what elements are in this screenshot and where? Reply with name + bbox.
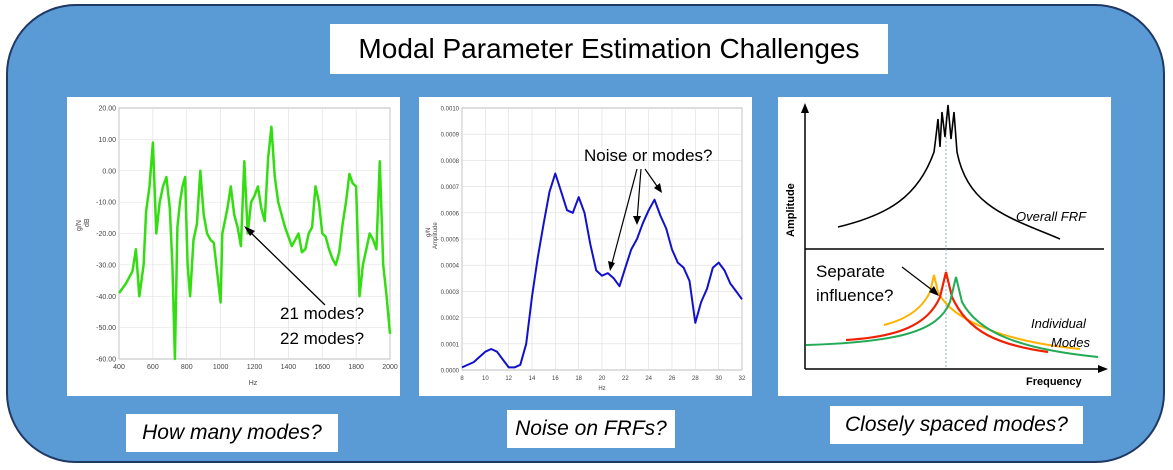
caption-noise: Noise on FRFs? — [515, 417, 667, 440]
annotation-21-modes: 21 modes? — [280, 304, 364, 323]
y-tick-label: -60.00 — [96, 357, 116, 364]
y-axis-arrow — [801, 103, 809, 113]
panel-mode-count: 20.00 10.00 0.00 -10.00 -20.00 -30.00 -40.00 -5… — [67, 97, 400, 396]
y-tick-label: 0.0010 — [441, 107, 460, 113]
noise-chart: 0.0010 0.0009 0.0008 0.0007 0.0006 0.0005 0.00… — [426, 107, 746, 393]
x-axis-label: Frequency — [1026, 376, 1083, 388]
separate-arrow — [901, 266, 937, 294]
x-unit-label: Hz — [249, 380, 258, 387]
x-tick-label: 1200 — [247, 364, 263, 371]
annotation-arrow — [246, 228, 326, 306]
mode-3-curve — [805, 276, 1099, 358]
arrow-head-3 — [654, 183, 662, 193]
annotation-arrows — [610, 168, 660, 268]
y-tick-label: -50.00 — [96, 325, 116, 332]
y-unit-label: g/N — [426, 228, 432, 237]
grid — [461, 107, 743, 371]
overall-frf-curve — [837, 104, 1061, 240]
x-tick-label: 1400 — [281, 364, 297, 371]
frf-curve — [461, 172, 743, 369]
y-tick-label: 20.00 — [98, 106, 116, 113]
y-tick-label: -10.00 — [96, 200, 116, 207]
x-tick-label: 600 — [147, 364, 159, 371]
mode-count-chart: 20.00 10.00 0.00 -10.00 -20.00 -30.00 -40.00 -5… — [76, 106, 398, 388]
y-tick-label: 10.00 — [98, 137, 116, 144]
y-tick-label: 0.0005 — [441, 238, 460, 244]
y-tick-label: 0.0000 — [441, 369, 460, 375]
y-tick-label: 0.0006 — [441, 211, 460, 217]
y-tick-label: 0.00 — [102, 168, 116, 175]
overall-frf-label: Overall FRF — [1016, 209, 1087, 224]
x-tick-label: 16 — [552, 376, 559, 382]
y-tick-label: 0.0007 — [441, 185, 460, 191]
y-unit-label-amplitude: Amplitude — [433, 222, 439, 249]
y-unit-label: g/N — [76, 220, 83, 231]
frf-curve — [117, 125, 392, 361]
y-tick-labels: 0.0010 0.0009 0.0008 0.0007 0.0006 0.0005 0.00… — [441, 107, 460, 375]
x-tick-label: 800 — [181, 364, 193, 371]
separate-arrow-head — [929, 286, 939, 296]
annotation-noise-or-modes: Noise or modes? — [584, 146, 713, 165]
x-tick-label: 400 — [113, 364, 125, 371]
annotation-22-modes: 22 modes? — [280, 329, 364, 348]
x-tick-label: 14 — [529, 376, 536, 382]
y-tick-label: 0.0009 — [441, 133, 460, 139]
y-axis-label: Amplitude — [785, 183, 797, 237]
title-box: Modal Parameter Estimation Challenges — [330, 24, 888, 74]
x-axis-arrow — [1098, 365, 1108, 373]
caption-box-closely-spaced: Closely spaced modes? — [830, 406, 1083, 444]
x-unit-label: Hz — [598, 386, 605, 392]
caption-box-mode-count: How many modes? — [126, 414, 338, 452]
x-tick-label: 28 — [692, 376, 699, 382]
x-tick-label: 1000 — [213, 364, 229, 371]
y-tick-label: -30.00 — [96, 262, 116, 269]
x-tick-label: 20 — [599, 376, 606, 382]
x-tick-label: 32 — [739, 376, 746, 382]
x-tick-label: 10 — [482, 376, 489, 382]
y-tick-label: 0.0004 — [441, 264, 460, 270]
closely-spaced-diagram: Amplitude Frequency Overall FRF Separate… — [785, 103, 1108, 388]
x-tick-label: 24 — [645, 376, 652, 382]
y-tick-label: -40.00 — [96, 294, 116, 301]
arrow-head-2 — [633, 216, 641, 225]
influence-label: influence? — [816, 286, 894, 305]
mode-2-curve — [845, 271, 1049, 354]
panel-noise: 0.0010 0.0009 0.0008 0.0007 0.0006 0.0005 0.00… — [419, 97, 752, 396]
x-tick-label: 1800 — [348, 364, 364, 371]
x-tick-labels: 400 600 800 1000 1200 1400 1600 1800 2000 — [113, 364, 398, 371]
individual-label: Individual — [1031, 316, 1087, 331]
x-tick-label: 1600 — [314, 364, 330, 371]
x-tick-labels: 8 10 12 14 16 18 20 22 24 26 28 30 32 — [460, 376, 746, 382]
caption-mode-count: How many modes? — [142, 421, 322, 444]
y-unit-label-db: dB — [84, 218, 91, 227]
x-tick-label: 22 — [622, 376, 629, 382]
y-tick-label: 0.0008 — [441, 159, 460, 165]
x-tick-label: 18 — [575, 376, 582, 382]
arrow-head-1 — [608, 261, 615, 271]
arrow-head — [244, 226, 255, 236]
page-title: Modal Parameter Estimation Challenges — [358, 33, 860, 64]
x-tick-label: 2000 — [382, 364, 398, 371]
x-tick-label: 30 — [715, 376, 722, 382]
x-tick-label: 12 — [505, 376, 512, 382]
x-tick-label: 8 — [460, 376, 464, 382]
modes-label: Modes — [1051, 335, 1091, 350]
y-tick-label: 0.0001 — [441, 342, 460, 348]
y-tick-label: -20.00 — [96, 231, 116, 238]
panel-closely-spaced: Amplitude Frequency Overall FRF Separate… — [778, 97, 1111, 396]
y-tick-label: 0.0002 — [441, 316, 460, 322]
y-tick-labels: 20.00 10.00 0.00 -10.00 -20.00 -30.00 -40.00 -5… — [96, 106, 116, 364]
y-tick-label: 0.0003 — [441, 290, 460, 296]
x-tick-label: 26 — [669, 376, 676, 382]
caption-box-noise: Noise on FRFs? — [507, 410, 675, 448]
separate-label: Separate — [816, 262, 885, 281]
caption-closely-spaced: Closely spaced modes? — [845, 413, 1068, 436]
